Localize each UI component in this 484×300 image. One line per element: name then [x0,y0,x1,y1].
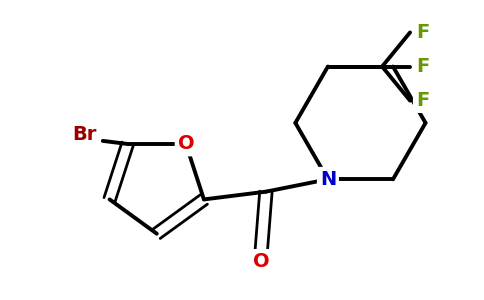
Text: O: O [253,252,270,271]
Text: N: N [320,170,336,189]
Text: Br: Br [72,125,96,144]
Text: F: F [416,23,429,42]
Text: F: F [416,57,429,76]
Text: F: F [416,91,429,110]
Text: O: O [178,134,194,154]
